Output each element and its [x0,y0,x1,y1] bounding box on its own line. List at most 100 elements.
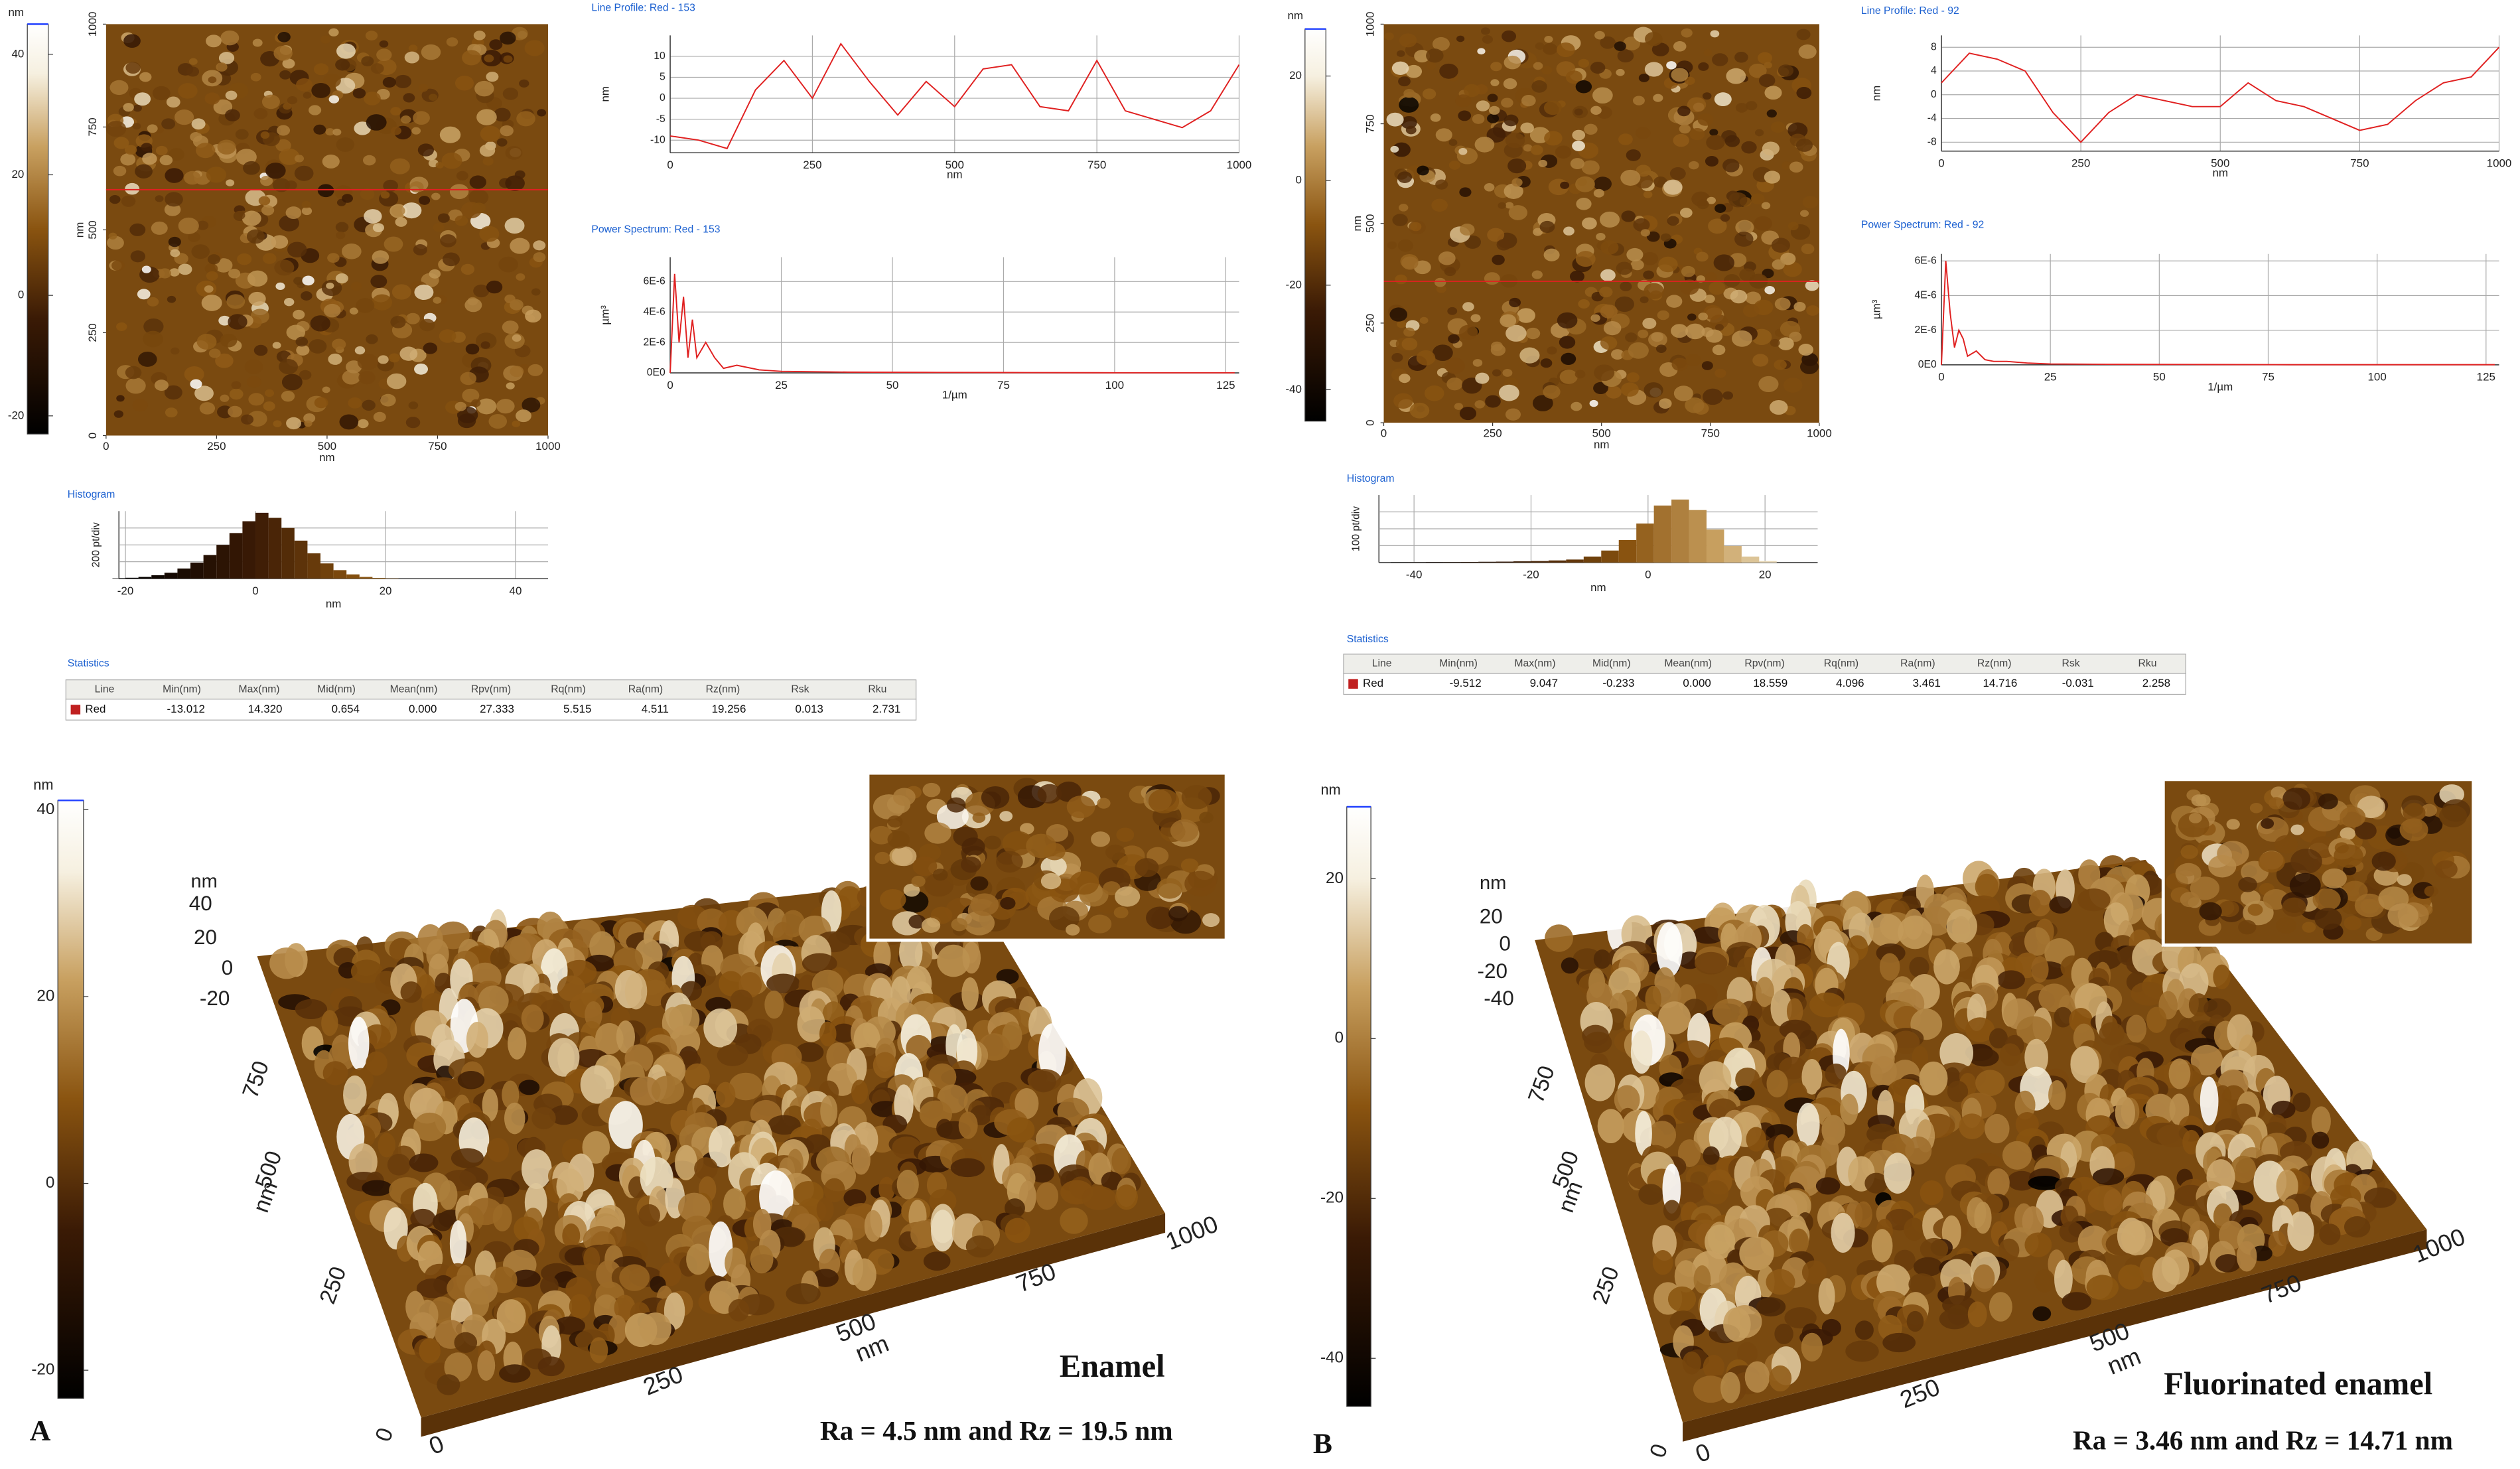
map-grain [281,391,295,402]
map-grain [1391,61,1409,75]
table-cell: 18.559 [1753,677,1787,689]
x-tick-label: 0 [252,585,258,597]
surface-peak [723,1188,746,1220]
map-grain [1653,94,1663,102]
map-grain [1170,819,1199,842]
map-grain [1490,344,1506,356]
map-grain [1745,291,1762,305]
table-cell: 9.047 [1530,677,1558,689]
y-tick-label: 250 [1364,314,1377,332]
map-grain [370,275,387,289]
map-grain [362,399,376,411]
surface-peak [1998,1238,2020,1262]
table-cell: 19.256 [712,703,746,715]
map-grain [1628,342,1649,359]
map-grain [1658,256,1678,273]
map-grain [2261,818,2275,829]
colorbar-tick-label: -20 [31,1361,54,1379]
map-grain [1703,49,1713,56]
surface-peak [684,1063,710,1089]
map-grain [1115,886,1141,907]
surface-peak [595,1022,624,1055]
map-grain [293,309,305,320]
map-grain [1503,78,1517,90]
map-grain [167,295,176,303]
map-grain [1398,76,1411,87]
map-grain [271,235,289,249]
map-grain [1707,196,1716,204]
y-tick-label: 750 [1523,1062,1560,1106]
surface-peak [1561,957,1579,974]
map-grain [1714,92,1732,106]
map-grain [383,179,399,192]
map-grain [220,394,230,402]
map-grain [2290,824,2304,835]
histogram-bar [320,563,334,579]
histogram-bar [1478,561,1496,563]
table-cell: 0.000 [409,703,437,715]
histogram-bar [346,574,360,579]
map-grain [399,346,418,361]
surface-peak [1111,1147,1131,1175]
y-tick-label: -4 [1927,113,1937,124]
map-grain [332,128,342,136]
y-tick-label: 4E-6 [644,306,665,317]
map-grain [394,74,412,88]
surface-peak [1974,1201,1992,1234]
map-grain [500,125,514,137]
surface-peak [2190,1044,2223,1076]
histogram-bar [1671,499,1689,563]
surface-peak [2319,1224,2341,1245]
map-grain [1599,286,1613,298]
map-grain [1633,96,1645,105]
colorbar [1346,806,1371,1407]
map-grain [1796,86,1812,100]
colorbar-tick-label: 0 [1296,174,1302,186]
map-grain [125,378,146,394]
map-grain [408,401,419,409]
surface-peak [1845,1340,1879,1362]
table-cell: 2.731 [873,703,900,715]
surface-peak [583,1247,600,1271]
map-grain [113,410,123,418]
y-tick-label: 10 [654,50,665,62]
map-grain [155,145,168,156]
map-grain [356,298,375,313]
table-header-cell: Rq(nm) [1824,658,1858,669]
x-tick-label: 1000 [1162,1210,1222,1255]
x-tick-label: -20 [1523,569,1539,581]
y-axis-label: µm³ [1870,299,1883,319]
map-grain [1739,268,1756,281]
surface-peak [439,1180,458,1210]
map-grain [512,420,521,427]
x-tick-label: 40 [510,585,522,597]
surface-peak [873,1052,897,1079]
surface-peak [1007,1117,1035,1143]
map-grain [1521,94,1536,107]
map-grain [273,420,282,427]
map-grain [924,873,954,897]
map-grain [336,232,346,240]
surface-peak [451,1148,484,1168]
x-tick-label: 750 [428,440,447,453]
histogram-bar [1724,545,1742,563]
map-grain [279,215,300,232]
map-grain [1575,370,1586,379]
map-grain [2289,873,2321,898]
map-grain [296,344,310,356]
colorbar-unit: nm [33,776,53,793]
surface-peak [2103,1189,2123,1216]
x-tick-label: -20 [117,585,133,597]
map-grain [129,223,146,236]
map-grain [1538,159,1548,167]
map-grain [1667,216,1679,226]
histogram-bar [359,577,373,579]
x-tick-label: 500 [1592,427,1611,440]
x-tick-label: 20 [1759,569,1772,581]
surface-peak [2215,1254,2241,1273]
map-grain [261,205,275,216]
histogram-bar [1706,529,1724,563]
map-grain [479,144,496,157]
chart-title: Line Profile: Red - 153 [591,2,695,13]
map-grain [922,782,941,798]
